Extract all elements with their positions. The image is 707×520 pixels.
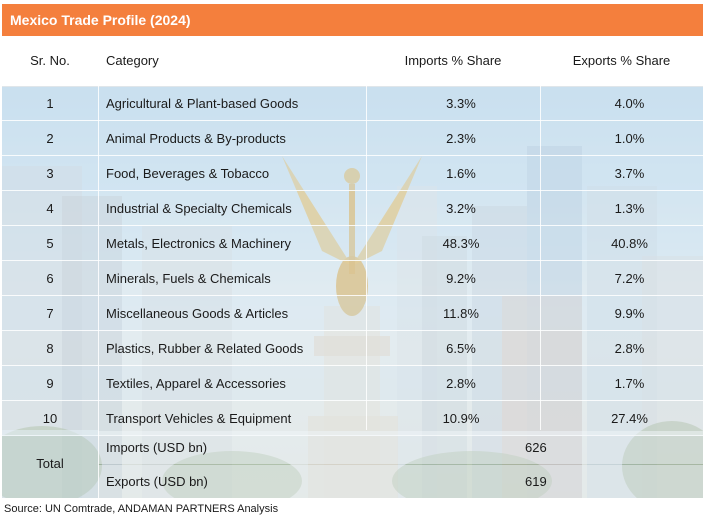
- cell-sr-no: 7: [2, 295, 98, 331]
- cell-exports-share: 1.0%: [548, 120, 703, 156]
- cell-imports-share: 9.2%: [374, 260, 548, 296]
- cell-imports-share: 2.3%: [374, 120, 548, 156]
- cell-category: Food, Beverages & Tobacco: [98, 155, 374, 191]
- table-row: 4 Industrial & Specialty Chemicals 3.2% 1.3…: [2, 190, 703, 226]
- cell-sr-no: 5: [2, 225, 98, 261]
- column-divider: [98, 36, 99, 498]
- table-row: 2 Animal Products & By-products 2.3% 1.0%: [2, 120, 703, 156]
- cell-sr-no: 8: [2, 330, 98, 366]
- cell-exports-share: 1.3%: [548, 190, 703, 226]
- source-note: Source: UN Comtrade, ANDAMAN PARTNERS An…: [4, 503, 279, 515]
- cell-exports-share: 4.0%: [548, 86, 703, 121]
- cell-imports-share: 48.3%: [374, 225, 548, 261]
- cell-category: Animal Products & By-products: [98, 120, 374, 156]
- cell-category: Textiles, Apparel & Accessories: [98, 365, 374, 401]
- cell-sr-no: 1: [2, 86, 98, 121]
- header-exports-share: Exports % Share: [572, 53, 671, 68]
- total-imports-label: Imports (USD bn): [106, 440, 208, 455]
- cell-sr-no: 9: [2, 365, 98, 401]
- total-label: Total: [2, 430, 98, 498]
- total-imports-value: 626: [525, 440, 547, 455]
- cell-exports-share: 2.8%: [548, 330, 703, 366]
- column-divider: [540, 36, 541, 430]
- header-category: Category: [106, 53, 159, 68]
- cell-imports-share: 11.8%: [374, 295, 548, 331]
- table-row: 3 Food, Beverages & Tobacco 1.6% 3.7%: [2, 155, 703, 191]
- cell-category: Transport Vehicles & Equipment: [98, 400, 374, 436]
- cell-category: Miscellaneous Goods & Articles: [98, 295, 374, 331]
- cell-category: Metals, Electronics & Machinery: [98, 225, 374, 261]
- cell-sr-no: 2: [2, 120, 98, 156]
- cell-imports-share: 6.5%: [374, 330, 548, 366]
- cell-imports-share: 3.2%: [374, 190, 548, 226]
- table-title: Mexico Trade Profile (2024): [2, 4, 703, 36]
- cell-exports-share: 3.7%: [548, 155, 703, 191]
- header-imports-share: Imports % Share: [404, 53, 502, 68]
- cell-category: Agricultural & Plant-based Goods: [98, 86, 374, 121]
- data-table: 1 Agricultural & Plant-based Goods 3.3% 4.0…: [2, 86, 703, 436]
- total-imports-row: Imports (USD bn) 626: [98, 431, 703, 464]
- cell-exports-share: 1.7%: [548, 365, 703, 401]
- cell-imports-share: 10.9%: [374, 400, 548, 436]
- total-exports-label: Exports (USD bn): [106, 474, 208, 489]
- cell-sr-no: 4: [2, 190, 98, 226]
- table-row: 5 Metals, Electronics & Machinery 48.3% 40.…: [2, 225, 703, 261]
- cell-imports-share: 1.6%: [374, 155, 548, 191]
- cell-imports-share: 3.3%: [374, 86, 548, 121]
- column-divider: [366, 36, 367, 430]
- cell-sr-no: 3: [2, 155, 98, 191]
- cell-exports-share: 40.8%: [548, 225, 703, 261]
- cell-category: Minerals, Fuels & Chemicals: [98, 260, 374, 296]
- cell-sr-no: 6: [2, 260, 98, 296]
- total-exports-row: Exports (USD bn) 619: [98, 465, 703, 498]
- cell-category: Industrial & Specialty Chemicals: [98, 190, 374, 226]
- trade-profile-table: Mexico Trade Profile (2024): [2, 4, 703, 498]
- header-sr-no: Sr. No.: [30, 53, 70, 68]
- total-exports-value: 619: [525, 474, 547, 489]
- table-row: 9 Textiles, Apparel & Accessories 2.8% 1.7%: [2, 365, 703, 401]
- cell-category: Plastics, Rubber & Related Goods: [98, 330, 374, 366]
- cell-exports-share: 7.2%: [548, 260, 703, 296]
- table-row: 1 Agricultural & Plant-based Goods 3.3% 4.0…: [2, 86, 703, 121]
- table-row: 8 Plastics, Rubber & Related Goods 6.5% 2.8…: [2, 330, 703, 366]
- total-block: Total Imports (USD bn) 626 Exports (USD …: [2, 430, 703, 498]
- table-row: 6 Minerals, Fuels & Chemicals 9.2% 7.2%: [2, 260, 703, 296]
- table-row: 7 Miscellaneous Goods & Articles 11.8% 9.9%: [2, 295, 703, 331]
- cell-imports-share: 2.8%: [374, 365, 548, 401]
- cell-exports-share: 9.9%: [548, 295, 703, 331]
